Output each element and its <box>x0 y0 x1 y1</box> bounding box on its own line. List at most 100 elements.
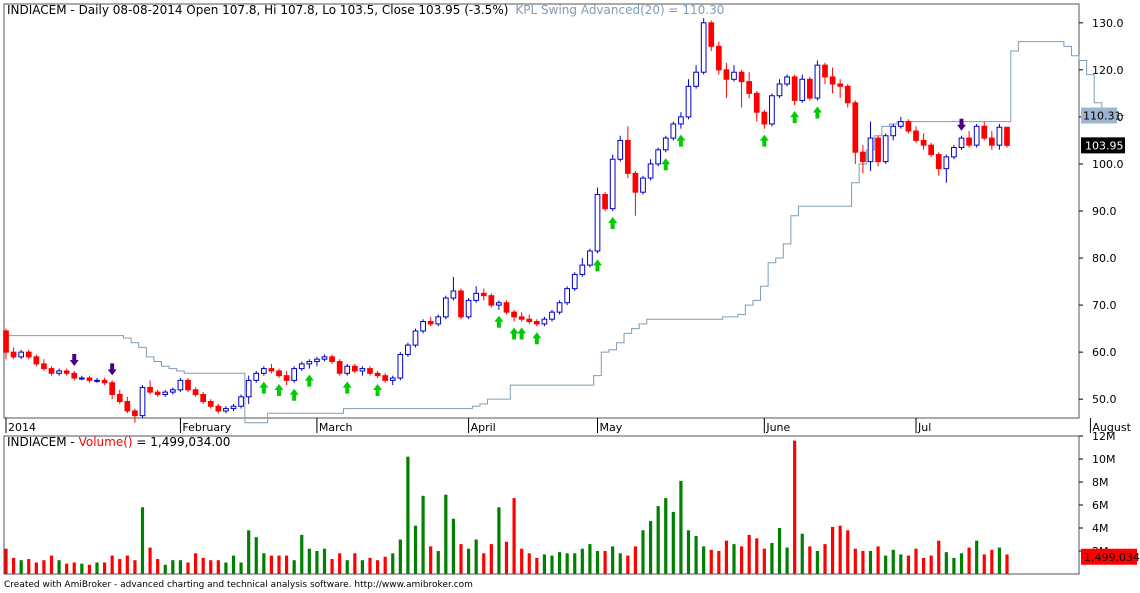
candle <box>617 135 624 162</box>
date-tick-label: April <box>471 421 496 434</box>
candle <box>678 112 684 129</box>
candle-body-up <box>223 408 229 412</box>
candle-body-down <box>632 172 639 193</box>
candle <box>420 319 426 334</box>
candle-body-up <box>700 22 707 73</box>
candle <box>177 378 184 393</box>
volume-bar <box>694 536 698 574</box>
candle <box>276 368 282 379</box>
candles <box>3 18 1010 423</box>
candle-body-up <box>245 379 252 398</box>
candle <box>579 258 586 277</box>
candle-body-down <box>336 361 343 374</box>
chart-title: INDIACEM - Daily 08-08-2014 Open 107.8, … <box>7 3 724 17</box>
candle <box>329 354 335 364</box>
candle <box>799 74 806 103</box>
volume-bar <box>444 494 448 574</box>
volume-axis: 2M4M6M8M10M12M1,499,034 <box>1079 430 1140 565</box>
volume-bars <box>4 440 1009 574</box>
candle <box>207 399 214 409</box>
volume-bar <box>997 547 1002 574</box>
volume-bar <box>330 559 334 574</box>
volume-bar <box>11 557 16 574</box>
candle <box>640 175 646 195</box>
candle-body-up <box>162 391 169 395</box>
candle <box>139 385 146 418</box>
candle <box>344 363 351 376</box>
candle-body-up <box>139 386 146 417</box>
candle <box>10 347 17 360</box>
volume-bar <box>982 554 986 574</box>
candle <box>162 389 169 397</box>
candle <box>564 286 571 306</box>
buy-arrow-icon <box>304 374 314 387</box>
candle <box>981 121 988 141</box>
candle <box>533 319 540 327</box>
kpl-swing-path <box>4 41 1125 424</box>
volume-bar <box>800 533 804 574</box>
candle <box>693 65 699 89</box>
candle <box>245 375 252 404</box>
candle-body-down <box>382 375 389 381</box>
candle-body-down <box>10 351 17 358</box>
candle <box>412 328 419 348</box>
candle-body-up <box>253 372 260 381</box>
price-tick-label: 120.0 <box>1092 64 1124 77</box>
candle <box>291 366 298 383</box>
sell-arrow-icon <box>957 118 966 131</box>
volume-title-label: Volume() <box>79 435 133 449</box>
candle-body-up <box>420 321 426 332</box>
candle <box>389 375 396 386</box>
kpl-indicator-label: KPL Swing Advanced(20) = 110.30 <box>515 3 724 17</box>
candle <box>867 121 874 172</box>
candle <box>723 62 730 99</box>
buy-arrow-icon <box>759 134 769 147</box>
candle <box>200 392 207 404</box>
price-tick-label: 90.0 <box>1092 205 1117 218</box>
candle-body-down <box>116 393 123 403</box>
candle-body-up <box>943 156 950 170</box>
candle-body-up <box>465 299 472 318</box>
volume-bar <box>19 560 23 574</box>
candle-body-up <box>897 121 904 127</box>
candle <box>746 72 753 99</box>
candle-body-up <box>996 126 1003 146</box>
volume-bar <box>178 560 183 574</box>
volume-bar <box>224 562 228 574</box>
candle-body-up <box>260 368 267 374</box>
candle <box>48 366 55 376</box>
candle <box>442 295 449 320</box>
buy-arrow-icon <box>676 134 686 147</box>
candle-body-down <box>3 330 9 353</box>
candle <box>109 380 116 400</box>
volume-bar <box>709 549 713 574</box>
volume-bar <box>671 511 675 574</box>
candle-body-up <box>655 149 662 165</box>
volume-bar <box>626 555 630 574</box>
sell-arrow-icon <box>69 353 79 366</box>
volume-bar <box>929 555 933 574</box>
volume-bar <box>345 560 349 574</box>
volume-bar <box>436 551 440 574</box>
volume-bar <box>406 456 410 574</box>
candle-body-down <box>624 139 631 174</box>
candle <box>147 380 153 395</box>
volume-tick-label: 4M <box>1092 522 1109 535</box>
candle-body-up <box>776 83 783 97</box>
candle-body-down <box>860 151 866 163</box>
candle <box>298 361 305 371</box>
candle-body-up <box>94 379 100 382</box>
candle <box>511 309 517 322</box>
candle <box>374 370 381 379</box>
buy-arrow-icon <box>494 315 504 328</box>
volume-bar <box>65 563 69 574</box>
candle <box>769 93 775 127</box>
volume-bar <box>830 526 835 574</box>
volume-bar <box>739 546 744 574</box>
candle <box>943 154 950 183</box>
candle <box>192 387 199 397</box>
last-volume-badge <box>1081 548 1137 565</box>
candle <box>791 74 798 106</box>
volume-bar <box>72 562 76 574</box>
candle <box>116 389 123 404</box>
